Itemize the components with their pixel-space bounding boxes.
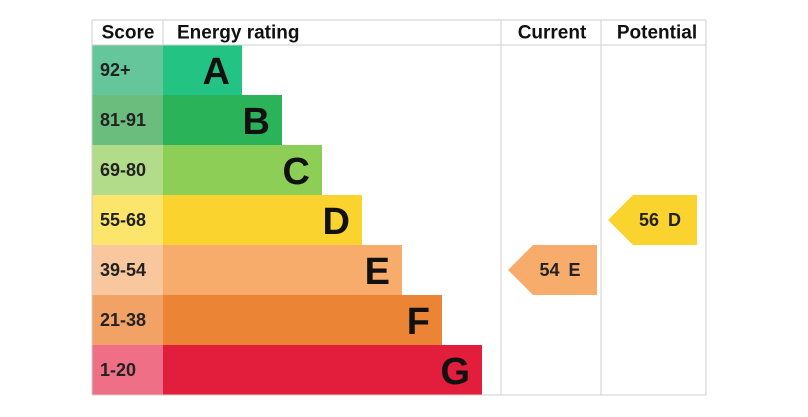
rating-header: Energy rating (177, 23, 299, 44)
score-cell (92, 345, 163, 395)
rating-bar (163, 345, 482, 395)
rating-letter: E (365, 251, 390, 293)
score-range: 92+ (100, 60, 131, 80)
rating-bar (163, 145, 322, 195)
score-range: 69-80 (100, 160, 146, 180)
potential-arrow (608, 195, 697, 245)
score-range: 1-20 (100, 360, 136, 380)
rating-bar (163, 295, 442, 345)
current-value: 54 (539, 260, 559, 280)
rating-bar (163, 45, 242, 95)
rating-bar (163, 245, 402, 295)
score-cell (92, 45, 163, 95)
score-range: 21-38 (100, 310, 146, 330)
score-cell (92, 145, 163, 195)
current-label: 54 E (539, 260, 580, 280)
potential-band: D (668, 210, 681, 230)
current-header: Current (518, 23, 587, 44)
score-range: 81-91 (100, 110, 146, 130)
potential-value: 56 (639, 210, 659, 230)
rating-letter: B (243, 101, 270, 143)
potential-label: 56 D (639, 210, 681, 230)
score-cell (92, 95, 163, 145)
rating-letter: F (407, 301, 430, 343)
rating-bar (163, 195, 362, 245)
current-arrow (508, 245, 597, 295)
potential-header: Potential (617, 23, 697, 44)
current-band: E (569, 260, 581, 280)
score-cell (92, 295, 163, 345)
rating-letter: A (203, 51, 230, 93)
score-range: 55-68 (100, 210, 146, 230)
rating-letter: D (323, 201, 350, 243)
rating-letter: G (440, 351, 470, 393)
score-header: Score (102, 23, 155, 44)
rating-bar (163, 95, 282, 145)
rating-letter: C (283, 151, 310, 193)
score-cell (92, 195, 163, 245)
score-cell (92, 245, 163, 295)
score-range: 39-54 (100, 260, 146, 280)
